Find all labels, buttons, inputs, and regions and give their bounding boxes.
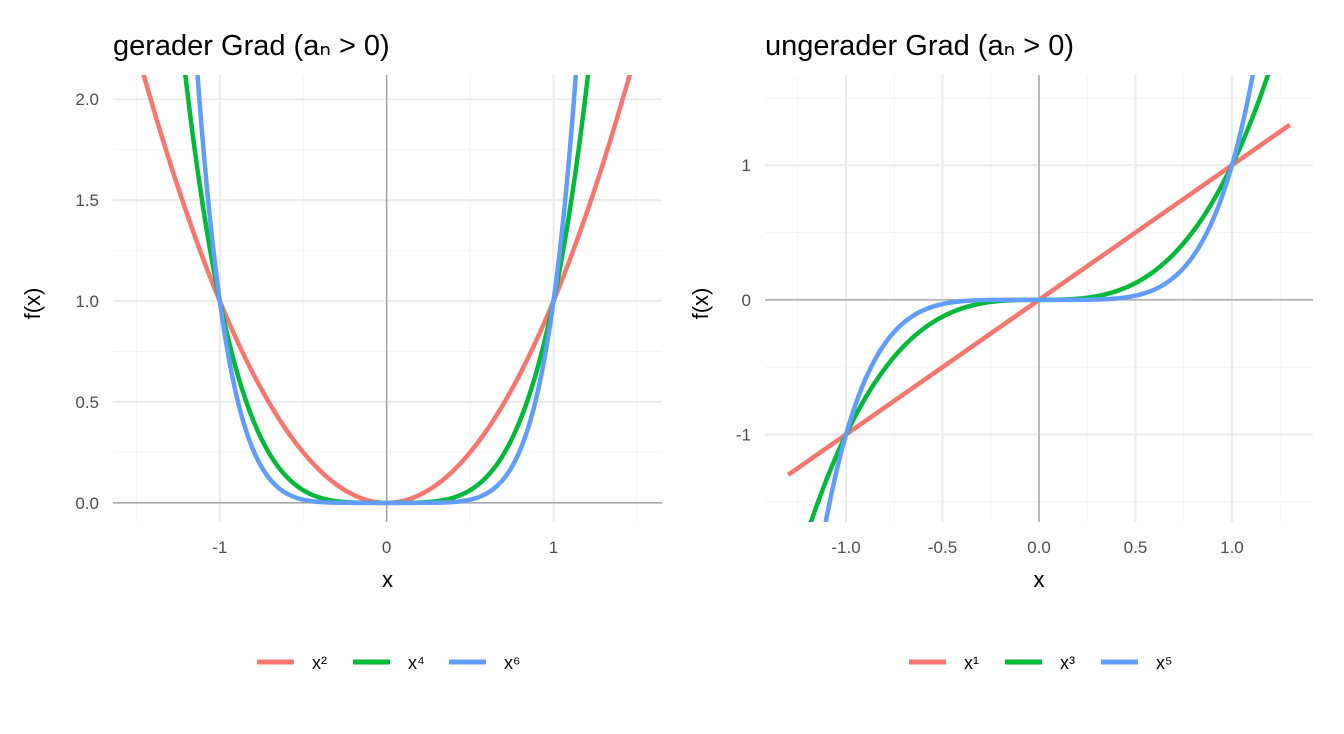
x-axis-title: x	[1034, 567, 1045, 592]
x-axis-title: x	[382, 567, 393, 592]
legend-label: x⁶	[504, 653, 520, 673]
y-axis-title: f(x)	[20, 288, 45, 320]
y-tick-label: 2.0	[75, 90, 99, 109]
panel-2: -1.0 -0.5 0.0 0.5 1.0 -1 0 1 ungerader Grad (aₙ …	[688, 30, 1313, 673]
legend: x² x⁴ x⁶	[257, 653, 520, 673]
legend: x¹ x³ x⁵	[909, 653, 1172, 673]
legend-label: x⁵	[1156, 653, 1172, 673]
panel-1: -1 0 1 0.0 0.5 1.0 1.5 2.0 gerader Grad (aₙ > 0)…	[20, 30, 662, 673]
legend-label: x⁴	[408, 653, 425, 673]
y-tick-label: -1	[736, 425, 751, 444]
y-tick-label: 0.5	[75, 393, 99, 412]
y-tick-label: 1.5	[75, 191, 99, 210]
x-tick-label: -1	[212, 538, 227, 557]
legend-label: x¹	[964, 653, 979, 673]
panel-title: ungerader Grad (aₙ > 0)	[765, 30, 1074, 62]
y-tick-label: 1	[742, 156, 751, 175]
x-tick-label: 1	[549, 538, 558, 557]
x-tick-label: 0.0	[1027, 538, 1051, 557]
y-tick-label: 0	[742, 291, 751, 310]
x-tick-label: -0.5	[928, 538, 957, 557]
y-tick-label: 0.0	[75, 494, 99, 513]
panel-title: gerader Grad (aₙ > 0)	[113, 30, 390, 62]
y-tick-label: 1.0	[75, 292, 99, 311]
series-line-6	[195, 75, 579, 506]
x-tick-label: -1.0	[831, 538, 860, 557]
x-tick-label: 0	[382, 538, 391, 557]
x-tick-label: 0.5	[1124, 538, 1148, 557]
series-line-5	[823, 75, 1256, 522]
legend-label: x²	[312, 653, 327, 673]
x-tick-label: 1.0	[1220, 538, 1244, 557]
y-axis-title: f(x)	[688, 288, 713, 320]
legend-label: x³	[1060, 653, 1075, 673]
